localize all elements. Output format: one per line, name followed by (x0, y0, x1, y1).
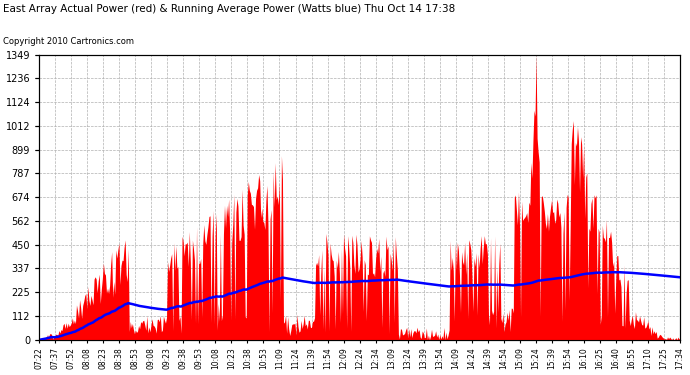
Text: East Array Actual Power (red) & Running Average Power (Watts blue) Thu Oct 14 17: East Array Actual Power (red) & Running … (3, 4, 455, 14)
Text: Copyright 2010 Cartronics.com: Copyright 2010 Cartronics.com (3, 38, 135, 46)
